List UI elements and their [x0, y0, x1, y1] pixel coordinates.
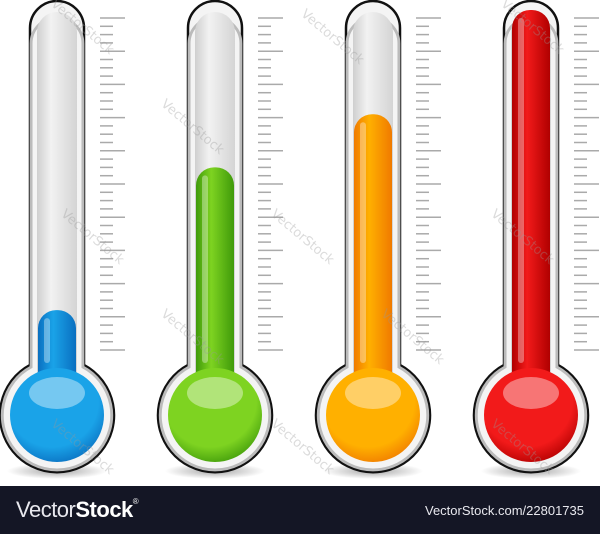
footer-bar: VectorStock® VectorStock.com/22801735	[0, 486, 600, 534]
fill-highlight	[44, 318, 50, 363]
thermometer-green	[156, 0, 283, 479]
thermometer-blue	[0, 0, 125, 479]
logo-light: Vector	[16, 497, 76, 522]
watermark-text: VectorStock	[268, 207, 337, 269]
fill-highlight	[360, 122, 366, 363]
vectorstock-logo: VectorStock®	[16, 497, 139, 523]
fill-highlight	[202, 175, 208, 363]
logo-bold: Stock	[75, 497, 133, 522]
thermometer-red	[472, 0, 599, 479]
fill-highlight	[518, 18, 524, 363]
thermometer-orange	[314, 0, 441, 479]
bulb	[10, 368, 104, 462]
mercury-fill	[354, 114, 392, 415]
bulb-highlight	[29, 377, 85, 409]
logo-registered: ®	[132, 497, 139, 506]
mercury-fill	[512, 10, 550, 415]
mercury-fill	[196, 167, 234, 415]
bulb-highlight	[503, 377, 559, 409]
bulb-highlight	[187, 377, 243, 409]
bulb	[326, 368, 420, 462]
bulb	[168, 368, 262, 462]
image-url: VectorStock.com/22801735	[425, 503, 584, 518]
bulb-highlight	[345, 377, 401, 409]
bulb	[484, 368, 578, 462]
